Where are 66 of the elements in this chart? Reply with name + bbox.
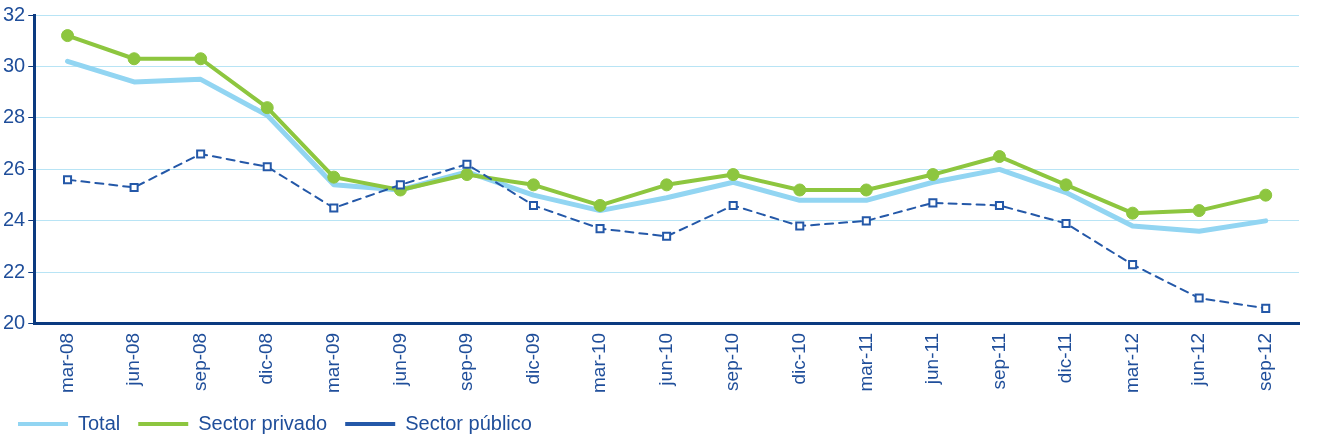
point bbox=[928, 198, 938, 208]
point bbox=[528, 200, 539, 210]
point bbox=[1128, 260, 1138, 270]
point bbox=[728, 200, 738, 210]
x-tick-label: dic-10 bbox=[787, 332, 809, 385]
x-tick-label: sep-08 bbox=[188, 332, 210, 391]
point bbox=[1259, 188, 1273, 202]
point bbox=[262, 162, 272, 172]
y-tick-label: 20 bbox=[3, 311, 26, 334]
x-tick-label: sep-12 bbox=[1253, 332, 1275, 391]
point bbox=[1192, 204, 1206, 218]
x-tick-label: mar-09 bbox=[322, 332, 344, 394]
point bbox=[1126, 206, 1140, 220]
point bbox=[660, 178, 674, 192]
x-tick-label: sep-10 bbox=[721, 332, 743, 391]
point bbox=[327, 170, 341, 184]
point bbox=[1194, 293, 1204, 303]
x-tick-label: mar-11 bbox=[854, 332, 876, 392]
point bbox=[1061, 218, 1071, 228]
point bbox=[194, 52, 208, 66]
point bbox=[861, 216, 871, 226]
point bbox=[1261, 303, 1271, 313]
point bbox=[127, 52, 141, 66]
point bbox=[196, 149, 206, 159]
y-tick-label: 26 bbox=[3, 156, 26, 179]
point bbox=[462, 159, 472, 169]
point bbox=[994, 200, 1004, 210]
y-tick-label: 30 bbox=[3, 53, 26, 76]
point bbox=[593, 198, 607, 212]
x-tick-label: sep-09 bbox=[455, 332, 477, 391]
x-tick-label: mar-08 bbox=[55, 332, 77, 394]
point bbox=[61, 29, 75, 43]
x-tick-label: mar-12 bbox=[1120, 332, 1142, 394]
point bbox=[129, 182, 139, 192]
x-tick-label: sep-11 bbox=[987, 332, 1009, 390]
legend-label: Total bbox=[78, 411, 121, 434]
point bbox=[926, 168, 940, 182]
point bbox=[62, 175, 73, 185]
y-tick-label: 32 bbox=[3, 2, 26, 25]
point bbox=[726, 168, 740, 182]
x-tick-label: jun-09 bbox=[388, 332, 410, 387]
point bbox=[395, 180, 405, 190]
y-tick-label: 22 bbox=[3, 259, 26, 282]
point bbox=[260, 101, 274, 115]
x-tick-label: jun-08 bbox=[122, 332, 144, 387]
x-tick-label: jun-11 bbox=[921, 332, 943, 386]
legend-label: Sector privado bbox=[198, 411, 328, 434]
point bbox=[526, 178, 540, 192]
y-tick-label: 24 bbox=[3, 208, 26, 231]
x-tick-label: mar-10 bbox=[588, 332, 610, 394]
x-tick-label: dic-09 bbox=[521, 332, 543, 385]
point bbox=[1059, 178, 1073, 192]
x-tick-label: dic-11 bbox=[1054, 332, 1076, 384]
point bbox=[859, 183, 873, 197]
x-tick-label: dic-08 bbox=[255, 332, 277, 385]
y-tick-label: 28 bbox=[3, 105, 26, 128]
x-tick-label: jun-10 bbox=[654, 332, 676, 387]
point bbox=[793, 183, 807, 197]
x-tick-label: jun-12 bbox=[1187, 332, 1209, 387]
point bbox=[795, 221, 805, 231]
point bbox=[992, 150, 1006, 164]
legend-label: Sector público bbox=[405, 411, 532, 434]
point bbox=[662, 231, 672, 241]
point bbox=[595, 224, 605, 234]
point bbox=[460, 168, 474, 182]
point bbox=[329, 203, 339, 213]
